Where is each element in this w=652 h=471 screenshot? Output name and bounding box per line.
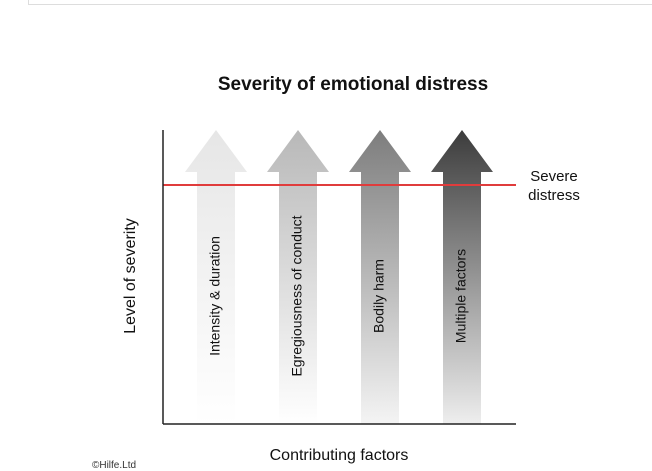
threshold-label-line2: distress: [528, 187, 580, 204]
copyright-note: ©Hilfe.Ltd: [92, 460, 137, 471]
top-frame: [28, 0, 652, 5]
arrow-label-multiple-factors: Multiple factors: [453, 249, 469, 343]
x-axis-label: Contributing factors: [270, 447, 409, 464]
arrow-label-egregiousness-conduct: Egregiousness of conduct: [289, 215, 305, 376]
y-axis-label: Level of severity: [122, 218, 139, 334]
arrow-label-intensity-duration: Intensity & duration: [207, 236, 223, 356]
arrow-bodily-harm: Bodily harm: [349, 130, 411, 424]
diagram-title: Severity of emotional distress: [217, 74, 489, 95]
arrow-egregiousness-conduct: Egregiousness of conduct: [267, 130, 329, 424]
arrow-multiple-factors: Multiple factors: [431, 130, 493, 424]
threshold-label-line1: Severe: [530, 168, 578, 185]
arrow-intensity-duration: Intensity & duration: [185, 130, 247, 424]
arrow-label-bodily-harm: Bodily harm: [371, 259, 387, 333]
